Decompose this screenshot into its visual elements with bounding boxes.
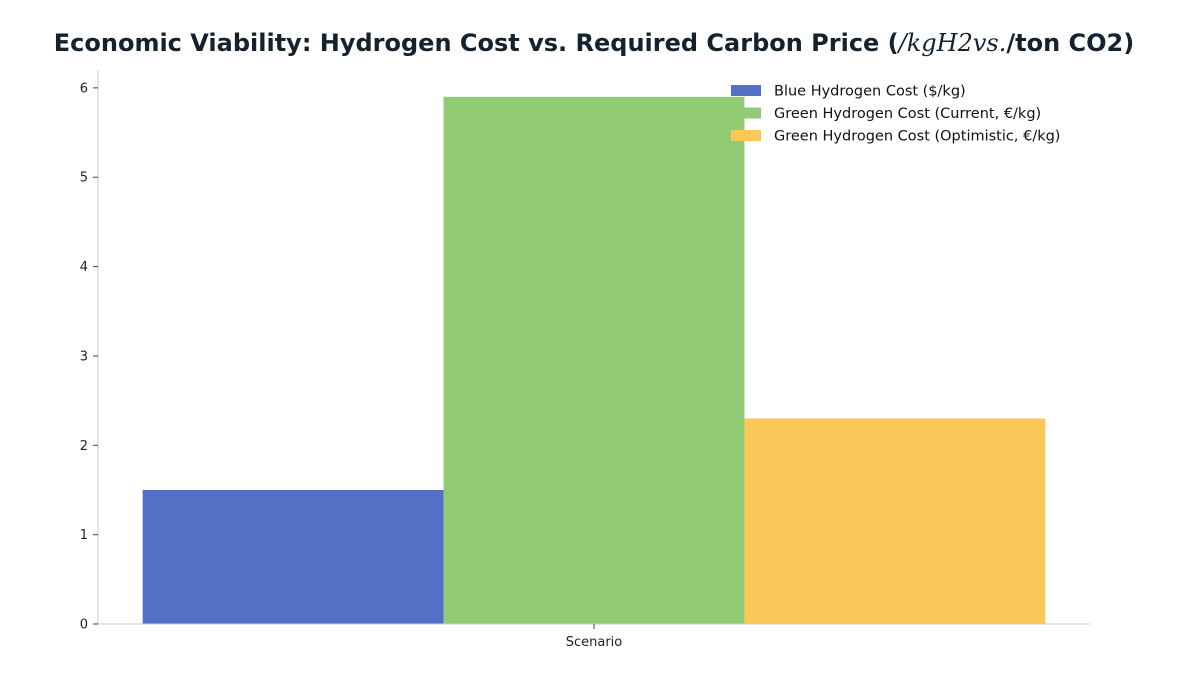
y-tick-label: 2 [80, 439, 88, 454]
y-tick-label: 6 [80, 81, 88, 96]
legend-swatch [731, 107, 761, 119]
chart-title-part: /ton CO2) [1006, 29, 1134, 57]
chart-title-part: /kgH2vs. [897, 29, 1007, 57]
y-tick-label: 5 [80, 171, 88, 186]
bars-group [142, 96, 1046, 624]
y-tick-label: 0 [80, 618, 88, 633]
y-axis-ticks: 0 1 2 3 4 5 6 [80, 81, 98, 633]
legend-label: Green Hydrogen Cost (Optimistic, €/kg) [774, 129, 1060, 145]
legend-swatch [731, 130, 761, 141]
chart-title: Economic Viability: Hydrogen Cost vs. Re… [54, 29, 1134, 57]
legend-label: Green Hydrogen Cost (Current, €/kg) [774, 106, 1041, 122]
x-tick-label: Scenario [566, 635, 623, 650]
x-axis-ticks: Scenario [566, 624, 623, 650]
legend: Blue Hydrogen Cost ($/kg) Green Hydrogen … [731, 84, 1060, 145]
bar-series-1 [443, 96, 745, 624]
chart-title-part: Economic Viability: Hydrogen Cost vs. Re… [54, 29, 899, 57]
bar-series-0 [142, 489, 444, 624]
legend-label: Blue Hydrogen Cost ($/kg) [774, 84, 966, 100]
y-tick-label: 3 [80, 349, 88, 364]
y-tick-label: 1 [80, 528, 88, 543]
legend-swatch [731, 85, 761, 96]
bar-series-2 [744, 418, 1046, 624]
y-tick-label: 4 [80, 260, 88, 275]
